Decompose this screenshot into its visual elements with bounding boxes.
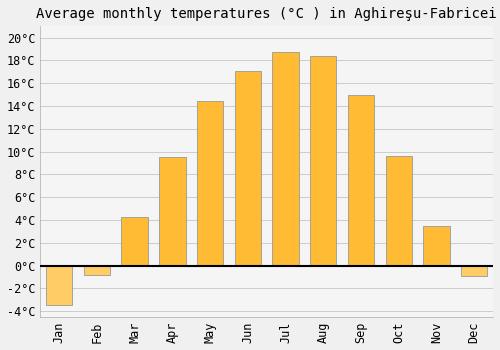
Bar [197, 102, 224, 266]
Bar [122, 217, 148, 266]
Bar [159, 157, 186, 266]
Bar [84, 266, 110, 275]
Bar [461, 266, 487, 276]
Bar [272, 52, 299, 266]
Title: Average monthly temperatures (°C ) in Aghireşu-Fabricei: Average monthly temperatures (°C ) in Ag… [36, 7, 497, 21]
Bar [386, 156, 412, 266]
Bar [348, 94, 374, 266]
Bar [46, 266, 72, 306]
Bar [424, 226, 450, 266]
Bar [310, 56, 336, 266]
Bar [234, 71, 261, 266]
